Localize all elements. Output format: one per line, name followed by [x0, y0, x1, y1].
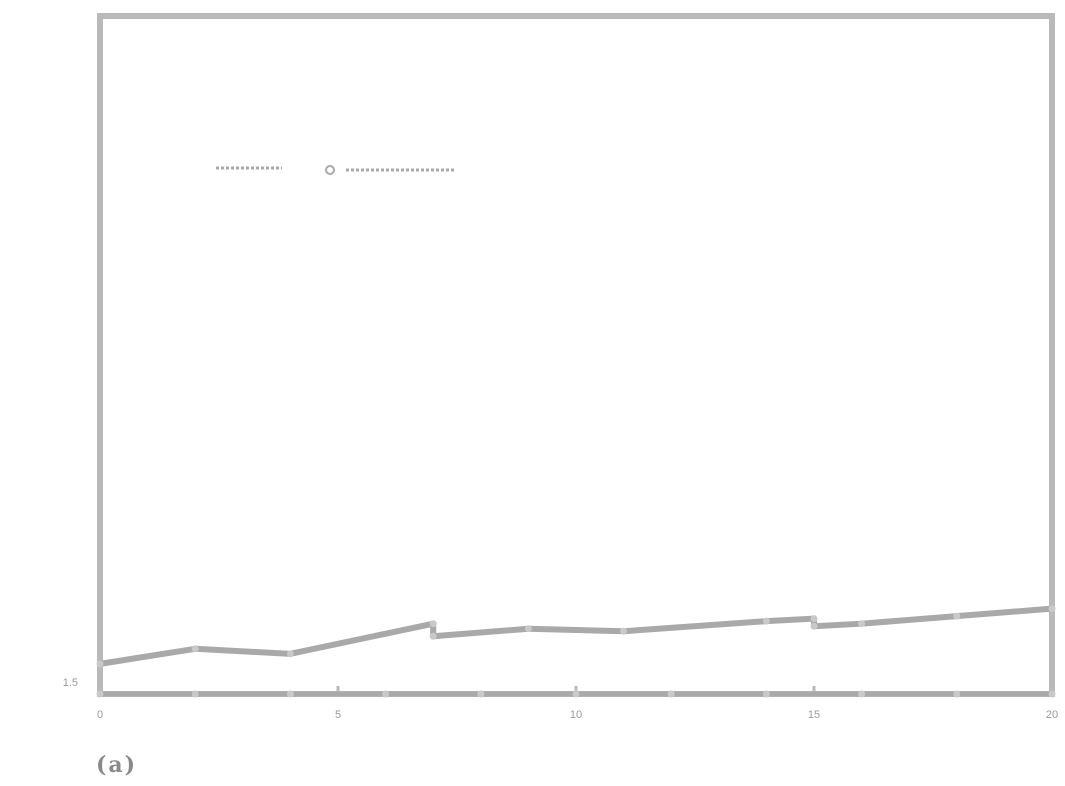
data-point: [667, 690, 675, 698]
data-point: [96, 660, 104, 668]
data-point: [810, 622, 818, 630]
data-point: [810, 615, 818, 623]
data-point: [858, 690, 866, 698]
x-tick-label: 10: [570, 709, 582, 721]
data-point: [620, 627, 628, 635]
y-tick-label: 1.5: [63, 677, 78, 689]
plot-frame: [97, 13, 1055, 697]
legend: [216, 165, 456, 175]
data-point: [762, 690, 770, 698]
data-point: [286, 690, 294, 698]
data-point: [953, 690, 961, 698]
data-series: [96, 605, 1056, 698]
axis-ticks: 0 5 10 15 20 1.5: [63, 677, 1058, 721]
data-point: [1048, 605, 1056, 613]
x-tick-label: 20: [1046, 709, 1058, 721]
data-point: [858, 620, 866, 628]
data-point: [477, 690, 485, 698]
data-point: [191, 645, 199, 653]
data-point: [96, 690, 104, 698]
data-point: [572, 690, 580, 698]
series-line-1: [97, 605, 1055, 667]
data-point: [286, 650, 294, 658]
x-tick-label: 0: [97, 709, 103, 721]
data-point: [429, 620, 437, 628]
data-point: [429, 632, 437, 640]
data-point: [762, 617, 770, 625]
data-point: [953, 612, 961, 620]
x-tick-label: 5: [335, 709, 341, 721]
data-point: [382, 690, 390, 698]
figure-label: (a): [96, 752, 138, 778]
data-point: [191, 690, 199, 698]
data-point: [524, 625, 532, 633]
data-point: [1048, 690, 1056, 698]
x-tick-label: 15: [808, 709, 820, 721]
legend-marker-2: [325, 165, 335, 175]
